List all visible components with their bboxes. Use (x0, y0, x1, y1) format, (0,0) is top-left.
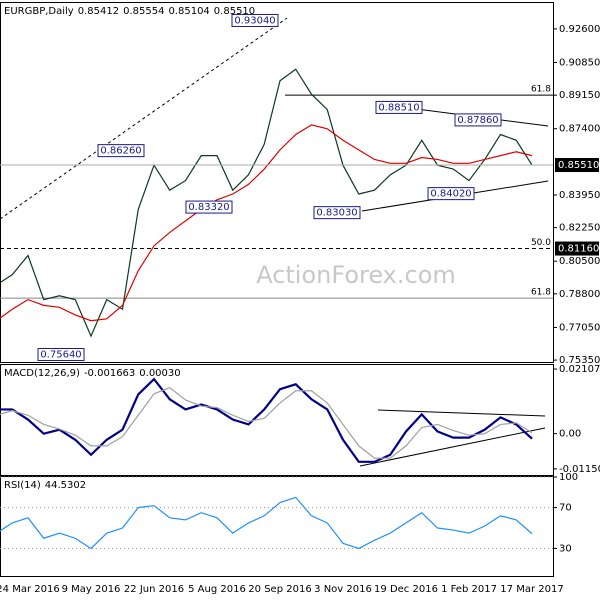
trend-line (359, 427, 546, 467)
x-tick-label: 1 Feb 2017 (441, 584, 497, 595)
series-line (0, 377, 533, 463)
x-tick-label: 24 Mar 2016 (0, 584, 60, 595)
fib-label: 50.0 (531, 238, 551, 248)
pane-title: MACD(12,26,9) (4, 368, 80, 379)
price-label-box (555, 158, 599, 173)
x-tick-label: 5 Aug 2016 (188, 584, 246, 595)
price-label-box (555, 241, 599, 256)
series-line (0, 68, 533, 338)
header-value: 0.85510 (214, 6, 255, 17)
price-label: 0.85510 (558, 160, 599, 171)
y-tick-label: 0.90850 (559, 58, 600, 69)
header-value: 44.5302 (45, 480, 86, 491)
pane-header: RSI(14) 44.5302 (4, 480, 86, 491)
fib-label: 61.8 (531, 288, 551, 298)
annotation-box (231, 13, 279, 27)
annotation-label: 0.88510 (378, 102, 419, 113)
annotation-label: 0.87860 (457, 115, 498, 126)
y-tick-label: 0.75350 (559, 355, 600, 366)
pane-header: EURGBP,Daily 0.85412 0.85554 0.85104 0.85510 (4, 6, 255, 17)
series-line (0, 496, 533, 550)
header-value: 0.85412 (78, 6, 119, 17)
y-tick-label: 0.021074 (559, 364, 600, 375)
y-tick-label: -0.011507 (559, 464, 600, 475)
annotation-box (454, 113, 502, 127)
header-value: 0.00030 (139, 368, 180, 379)
annotation-label: 0.86260 (100, 146, 141, 157)
pane-title: EURGBP,Daily (4, 6, 74, 17)
pane-header: MACD(12,26,9) -0.001663 0.00030 (4, 368, 181, 379)
watermark: ActionForex.com (256, 261, 456, 289)
annotation-box (427, 187, 475, 201)
x-tick-label: 9 May 2016 (62, 584, 121, 595)
trend-line (0, 17, 288, 220)
y-tick-label: 0.00 (559, 429, 581, 440)
y-tick-label: 0.83950 (559, 190, 600, 201)
y-tick-label: 0.82250 (559, 223, 600, 234)
x-tick-label: 19 Dec 2016 (374, 584, 438, 595)
annotation-label: 0.83030 (316, 208, 357, 219)
annotation-label: 0.93040 (234, 15, 275, 26)
x-tick-label: 17 Mar 2017 (500, 584, 563, 595)
annotation-label: 0.83320 (188, 202, 229, 213)
annotation-label: 0.84020 (430, 189, 471, 200)
y-tick-label: 0.78800 (559, 289, 600, 300)
series-group (0, 68, 533, 338)
trend-line (377, 409, 546, 417)
series-group (0, 377, 533, 463)
x-tick-label: 3 Nov 2016 (314, 584, 372, 595)
y-tick-label: 0.89150 (559, 90, 600, 101)
x-tick-label: 20 Sep 2016 (248, 584, 311, 595)
fib-label: 61.8 (531, 85, 551, 95)
header-value: 0.85554 (123, 6, 164, 17)
price-label: 0.81160 (558, 244, 599, 255)
macd-pane (0, 364, 554, 476)
annotation-box (313, 206, 361, 220)
annotation-box (185, 200, 233, 214)
series-line (0, 386, 533, 459)
annotation-label: 0.75640 (40, 350, 81, 361)
header-value: -0.001663 (84, 368, 135, 379)
x-tick-label: 22 Jun 2016 (124, 584, 184, 595)
y-tick-label: 0.92600 (559, 24, 600, 35)
annotation-box (37, 348, 85, 362)
header-value: 0.85104 (168, 6, 209, 17)
y-tick-label: 30 (559, 543, 572, 554)
series-line (0, 124, 533, 322)
y-tick-label: 0.80500 (559, 256, 600, 267)
annotation-box (375, 100, 423, 114)
y-tick-label: 0.87400 (559, 124, 600, 135)
y-tick-label: 100 (559, 472, 578, 483)
price-pane (0, 2, 554, 363)
series-group (0, 496, 533, 550)
y-tick-label: 70 (559, 503, 572, 514)
y-tick-label: 0.77050 (559, 322, 600, 333)
pane-title: RSI(14) (4, 480, 41, 491)
annotation-box (97, 144, 145, 158)
